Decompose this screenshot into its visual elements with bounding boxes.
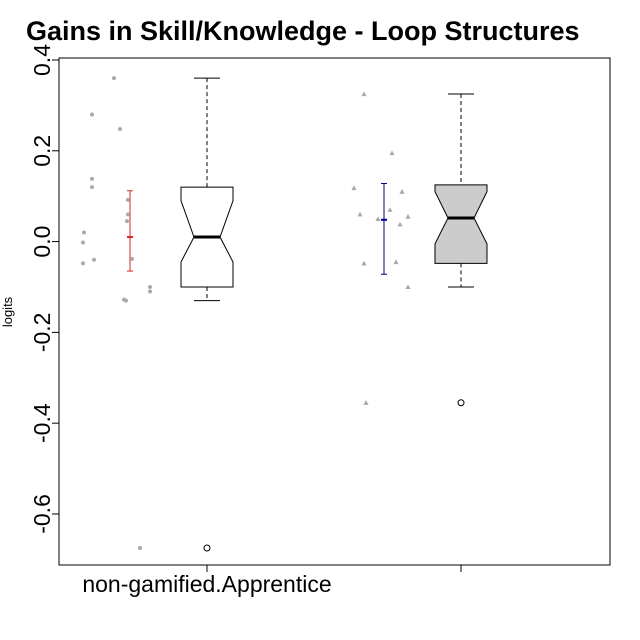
y-tick-label: 0.0: [29, 226, 55, 258]
data-point: [81, 240, 85, 245]
data-point: [82, 230, 86, 235]
marks-group: [81, 76, 488, 552]
chart-title: Gains in Skill/Knowledge - Loop Structur…: [26, 16, 580, 46]
data-point: [399, 189, 405, 194]
y-tick-label: 0.4: [29, 44, 55, 76]
y-tick-label: -0.2: [29, 313, 55, 353]
data-point: [148, 284, 152, 289]
data-point: [92, 257, 96, 262]
y-tick-label: -0.4: [29, 403, 55, 443]
data-point: [363, 400, 369, 405]
outlier-point: [457, 399, 465, 407]
data-point: [393, 259, 399, 265]
data-point: [361, 260, 367, 266]
data-point: [90, 112, 94, 117]
data-point: [90, 185, 94, 190]
axes-group: -0.6 -0.4 -0.2 0.0 0.2 0.4 non-gamified.Appren…: [29, 44, 462, 597]
data-point: [405, 214, 411, 219]
data-point: [126, 197, 130, 202]
plot-area-frame: [58, 57, 611, 566]
data-point: [357, 211, 363, 217]
data-point: [405, 284, 411, 290]
data-point: [375, 216, 381, 221]
data-point: [124, 298, 128, 303]
x-tick-label: non-gamified.Apprentice: [82, 571, 331, 597]
data-point: [389, 150, 395, 156]
data-point: [112, 76, 116, 81]
data-point: [361, 91, 367, 97]
data-point: [130, 256, 134, 261]
data-point: [90, 176, 94, 181]
outlier-point: [203, 544, 211, 552]
data-point: [387, 207, 393, 212]
data-point: [125, 219, 129, 224]
data-point: [148, 289, 152, 294]
data-point: [351, 185, 357, 191]
data-point: [81, 261, 85, 266]
y-tick-label: -0.6: [29, 494, 55, 534]
data-point: [397, 221, 403, 227]
data-point: [126, 212, 130, 217]
notched-box: [434, 184, 488, 264]
data-point: [138, 546, 142, 550]
y-tick-label: 0.2: [29, 135, 55, 167]
y-axis-label: logits: [0, 296, 15, 327]
data-point: [118, 127, 122, 132]
